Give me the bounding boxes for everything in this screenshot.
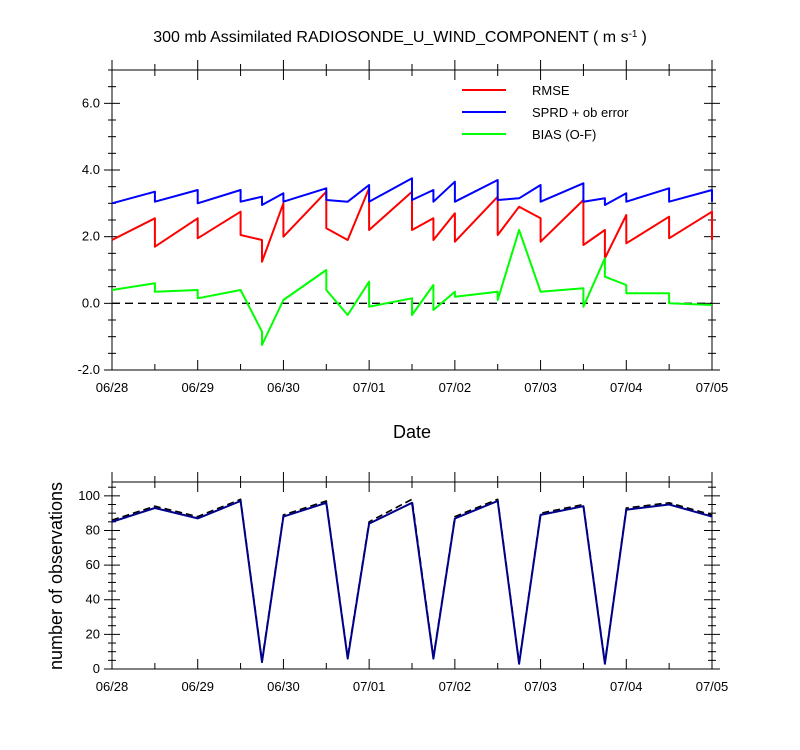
y-tick-label: 2.0 xyxy=(82,229,100,244)
y-tick-label: 6.0 xyxy=(82,95,100,110)
x-tick-label: 06/29 xyxy=(181,380,214,395)
bottom-ticks-group: 06/28 06/29 06/30 07/01 07/02 07/03 07/04 07/05… xyxy=(78,472,728,694)
x-tick-label: 07/01 xyxy=(353,380,386,395)
series-line-observations-dashed xyxy=(111,498,713,663)
bottom-series-group xyxy=(111,498,713,665)
title-close: ) xyxy=(641,29,646,46)
y-tick-label: 4.0 xyxy=(82,162,100,177)
top-series-group xyxy=(111,177,713,346)
top-ticks-group: 06/28 06/29 06/30 07/01 07/02 07/03 07/04 07/05… xyxy=(78,60,729,395)
x-tick-label: 06/28 xyxy=(96,679,129,694)
series-line-sprd-ob-error xyxy=(111,177,713,206)
x-tick-label: 06/30 xyxy=(267,380,300,395)
y-tick-label: 0.0 xyxy=(82,295,100,310)
x-tick-label: 07/01 xyxy=(353,679,386,694)
x-tick-label: 06/29 xyxy=(181,679,214,694)
series-line-bias-o-f xyxy=(111,229,713,346)
title-units-exponent: -1 xyxy=(629,29,638,40)
x-tick-label: 07/05 xyxy=(696,679,729,694)
legend-label: BIAS (O-F) xyxy=(532,127,596,142)
y-tick-label: 20 xyxy=(86,626,100,641)
x-tick-label: 07/04 xyxy=(610,380,643,395)
legend-label: SPRD + ob error xyxy=(532,105,629,120)
y-axis-title-observations: number of observations xyxy=(46,482,66,670)
top-panel: 06/28 06/29 06/30 07/01 07/02 07/03 07/04 07/05… xyxy=(78,60,729,442)
chart-title: 300 mb Assimilated RADIOSONDE_U_WIND_COM… xyxy=(153,29,647,47)
x-tick-label: 07/05 xyxy=(696,380,729,395)
legend-label: RMSE xyxy=(532,83,570,98)
x-tick-label: 07/04 xyxy=(610,679,643,694)
x-tick-label: 07/02 xyxy=(439,380,472,395)
y-tick-label: 0 xyxy=(93,661,100,676)
x-tick-label: 07/03 xyxy=(524,380,557,395)
x-tick-label: 06/30 xyxy=(267,679,300,694)
x-axis-title: Date xyxy=(393,422,431,442)
legend: RMSE SPRD + ob error BIAS (O-F) xyxy=(462,83,629,142)
y-tick-label: 100 xyxy=(78,488,100,503)
x-tick-label: 06/28 xyxy=(96,380,129,395)
x-tick-label: 07/02 xyxy=(439,679,472,694)
y-tick-label: -2.0 xyxy=(78,362,100,377)
bottom-panel: 06/28 06/29 06/30 07/01 07/02 07/03 07/04 07/05… xyxy=(46,472,728,694)
series-line-observations-solid xyxy=(111,500,713,665)
y-tick-label: 60 xyxy=(86,557,100,572)
y-tick-label: 40 xyxy=(86,592,100,607)
y-tick-label: 80 xyxy=(86,522,100,537)
x-tick-label: 07/03 xyxy=(524,679,557,694)
